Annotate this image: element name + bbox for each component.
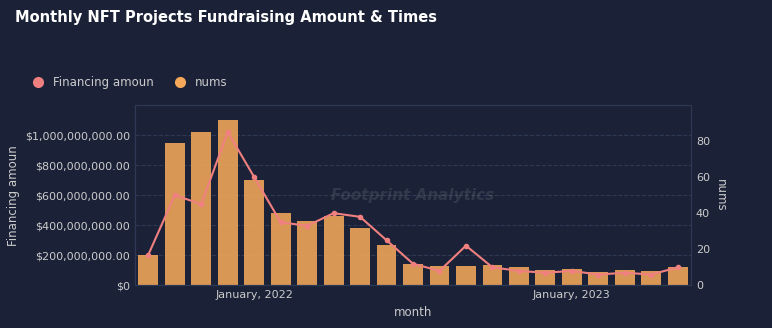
- Bar: [456, 266, 476, 285]
- Bar: [244, 180, 264, 285]
- Bar: [271, 213, 290, 285]
- Y-axis label: nums: nums: [713, 179, 726, 212]
- Legend: Financing amoun, nums: Financing amoun, nums: [22, 72, 232, 94]
- Bar: [536, 270, 555, 285]
- Bar: [350, 228, 370, 285]
- Bar: [482, 265, 503, 285]
- Bar: [642, 271, 661, 285]
- Bar: [165, 143, 185, 285]
- Bar: [218, 120, 238, 285]
- Bar: [297, 221, 317, 285]
- Bar: [403, 264, 423, 285]
- Bar: [615, 270, 635, 285]
- Bar: [323, 216, 344, 285]
- Bar: [191, 132, 212, 285]
- Bar: [429, 266, 449, 285]
- Bar: [588, 272, 608, 285]
- Bar: [562, 269, 582, 285]
- Bar: [377, 245, 397, 285]
- Text: Footprint Analytics: Footprint Analytics: [331, 188, 495, 203]
- Bar: [138, 255, 158, 285]
- Bar: [509, 267, 529, 285]
- X-axis label: month: month: [394, 306, 432, 319]
- Y-axis label: Financing amoun: Financing amoun: [6, 145, 19, 246]
- Text: Monthly NFT Projects Fundraising Amount & Times: Monthly NFT Projects Fundraising Amount …: [15, 10, 438, 25]
- Bar: [668, 267, 688, 285]
